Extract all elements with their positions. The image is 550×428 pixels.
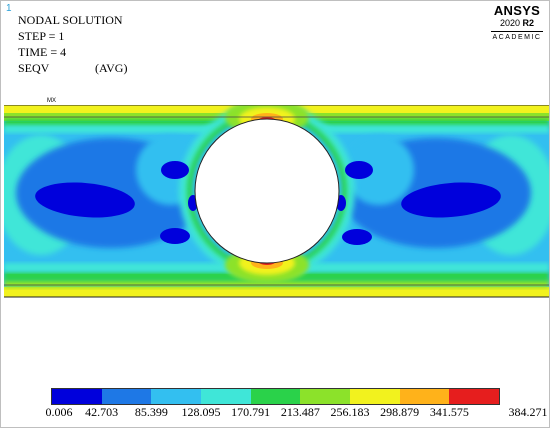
legend-tick-label: 341.575 [429,405,469,419]
logo-version-year: 2020 [499,18,520,28]
legend-tick-label: 298.879 [380,405,420,419]
logo-edition: ACADEMIC [492,34,542,41]
window-number: 1 [6,3,12,14]
contour-legend-labels: 0.006 42.703 85.399 128.095 170.791 213.487 25… [1,405,550,419]
legend-tick-label: 256.183 [330,405,370,419]
info-result-type: SEQV [18,61,50,75]
info-averaging: (AVG) [95,61,128,75]
legend-tick-label: 42.703 [85,405,119,419]
legend-band [350,389,400,404]
ansys-logo: ANSYS 2020 R2 ACADEMIC [491,4,543,42]
legend-tick-label: 384.271 [508,405,548,419]
logo-divider [491,31,543,32]
legend-band [151,389,202,404]
legend-tick-label: 85.399 [134,405,168,419]
legend-band [300,389,351,404]
legend-band [399,389,450,404]
max-marker-label: MX [47,98,56,104]
info-time: TIME = 4 [18,45,67,59]
info-title: NODAL SOLUTION [18,13,123,27]
legend-tick-label: 170.791 [231,405,271,419]
logo-version-release: R2 [522,18,535,28]
legend-band [201,389,251,404]
legend-band [101,389,152,404]
legend-tick-label: 128.095 [181,405,221,419]
legend-tick-label: 213.487 [280,405,320,419]
logo-brand: ANSYS [493,3,541,18]
legend-band [52,389,102,404]
legend-tick-label: 0.006 [45,405,73,419]
legend-band [449,389,500,404]
contour-legend-bar [51,388,500,405]
stress-contour-plot [4,105,549,298]
legend-band [250,389,301,404]
logo-version: 2020 R2 [491,18,543,29]
info-step: STEP = 1 [18,29,65,43]
